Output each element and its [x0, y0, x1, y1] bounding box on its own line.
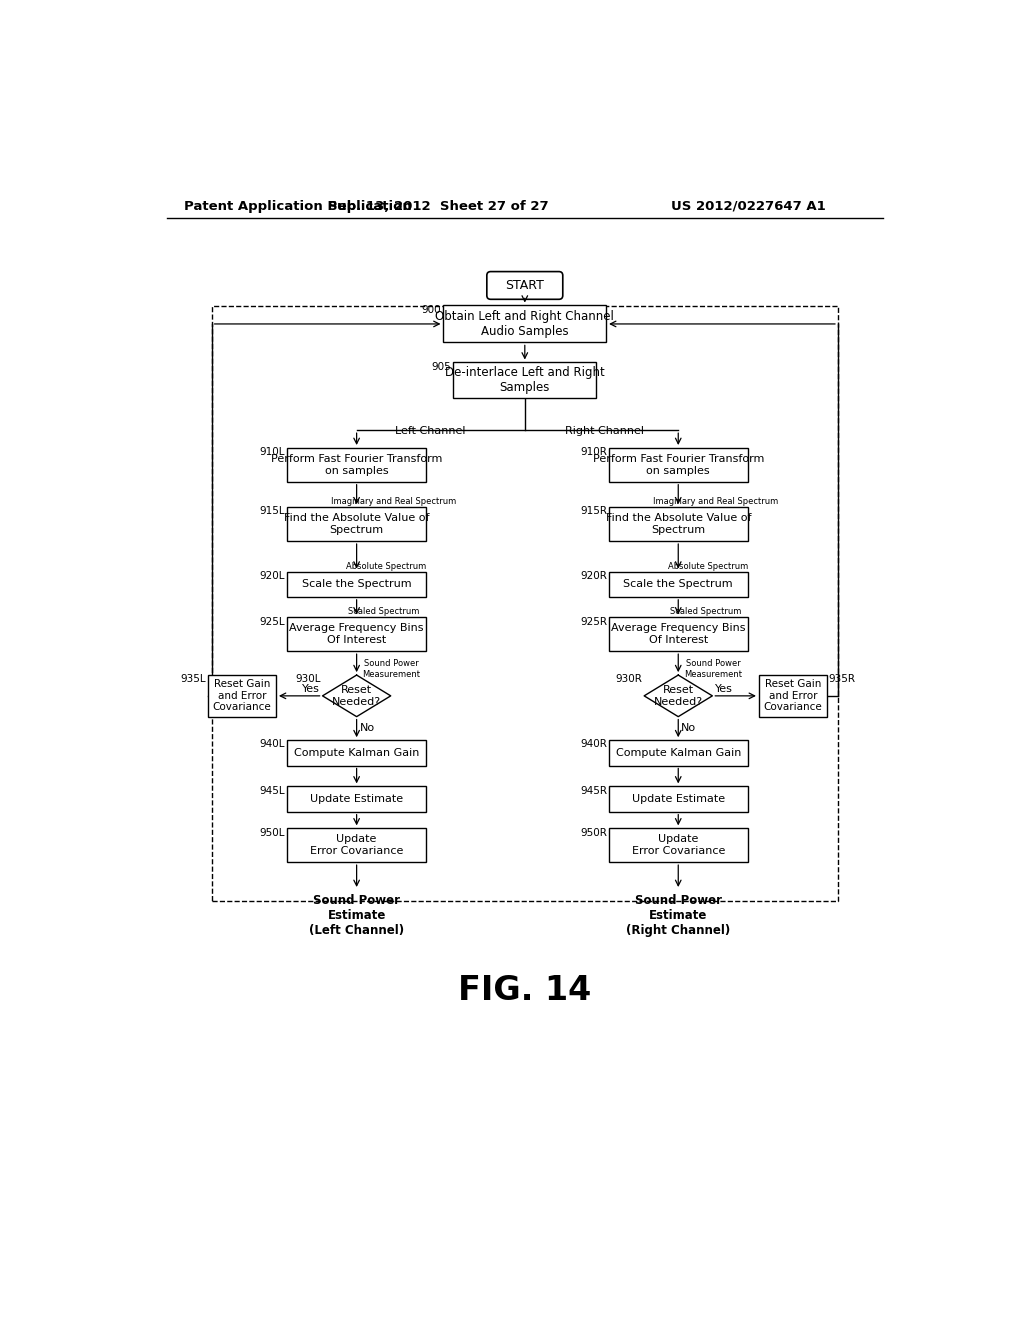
- Text: Scale the Spectrum: Scale the Spectrum: [624, 579, 733, 589]
- Text: 940L: 940L: [260, 739, 286, 750]
- Text: Reset Gain
and Error
Covariance: Reset Gain and Error Covariance: [213, 680, 271, 713]
- Text: Imaginary and Real Spectrum: Imaginary and Real Spectrum: [331, 498, 457, 507]
- Text: Perform Fast Fourier Transform
on samples: Perform Fast Fourier Transform on sample…: [593, 454, 764, 475]
- FancyBboxPatch shape: [453, 363, 597, 397]
- Text: Average Frequency Bins
Of Interest: Average Frequency Bins Of Interest: [290, 623, 424, 645]
- Polygon shape: [323, 675, 391, 717]
- Text: Compute Kalman Gain: Compute Kalman Gain: [615, 748, 741, 758]
- Text: Perform Fast Fourier Transform
on samples: Perform Fast Fourier Transform on sample…: [271, 454, 442, 475]
- Text: Sound Power
Measurement: Sound Power Measurement: [684, 659, 742, 678]
- Text: Absolute Spectrum: Absolute Spectrum: [346, 561, 426, 570]
- Text: 915L: 915L: [260, 507, 286, 516]
- Text: Yes: Yes: [302, 684, 321, 693]
- Text: 915R: 915R: [580, 507, 607, 516]
- FancyBboxPatch shape: [608, 507, 748, 541]
- Text: 910R: 910R: [580, 447, 607, 457]
- FancyBboxPatch shape: [287, 572, 426, 597]
- Text: 945R: 945R: [580, 785, 607, 796]
- Text: De-interlace Left and Right
Samples: De-interlace Left and Right Samples: [444, 366, 605, 395]
- FancyBboxPatch shape: [287, 507, 426, 541]
- Text: Sound Power
Measurement: Sound Power Measurement: [362, 659, 421, 678]
- Text: FIG. 14: FIG. 14: [458, 974, 592, 1006]
- FancyBboxPatch shape: [287, 618, 426, 651]
- Text: No: No: [359, 723, 375, 733]
- Text: Sep. 13, 2012  Sheet 27 of 27: Sep. 13, 2012 Sheet 27 of 27: [328, 199, 548, 213]
- Text: Update
Error Covariance: Update Error Covariance: [632, 834, 725, 857]
- FancyBboxPatch shape: [287, 787, 426, 812]
- Text: Scaled Spectrum: Scaled Spectrum: [670, 607, 741, 616]
- Text: Compute Kalman Gain: Compute Kalman Gain: [294, 748, 419, 758]
- FancyBboxPatch shape: [287, 829, 426, 862]
- Text: 920R: 920R: [580, 570, 607, 581]
- FancyBboxPatch shape: [208, 675, 276, 717]
- Text: Obtain Left and Right Channel
Audio Samples: Obtain Left and Right Channel Audio Samp…: [435, 310, 614, 338]
- Text: 935L: 935L: [180, 675, 206, 684]
- Text: Update
Error Covariance: Update Error Covariance: [310, 834, 403, 857]
- FancyBboxPatch shape: [287, 741, 426, 766]
- Text: Imaginary and Real Spectrum: Imaginary and Real Spectrum: [653, 498, 778, 507]
- Text: 935R: 935R: [828, 675, 856, 684]
- FancyBboxPatch shape: [608, 447, 748, 482]
- Text: 900: 900: [422, 305, 441, 314]
- FancyBboxPatch shape: [608, 572, 748, 597]
- Text: Find the Absolute Value of
Spectrum: Find the Absolute Value of Spectrum: [605, 513, 751, 535]
- Text: No: No: [681, 723, 696, 733]
- FancyBboxPatch shape: [608, 829, 748, 862]
- Text: 905: 905: [431, 362, 451, 372]
- FancyBboxPatch shape: [486, 272, 563, 300]
- Text: 950R: 950R: [580, 828, 607, 837]
- Text: Absolute Spectrum: Absolute Spectrum: [668, 561, 748, 570]
- Text: Right Channel: Right Channel: [565, 425, 644, 436]
- FancyBboxPatch shape: [759, 675, 827, 717]
- Text: Scale the Spectrum: Scale the Spectrum: [302, 579, 412, 589]
- Text: Patent Application Publication: Patent Application Publication: [183, 199, 412, 213]
- Text: 925L: 925L: [260, 616, 286, 627]
- Text: Update Estimate: Update Estimate: [310, 795, 403, 804]
- Text: US 2012/0227647 A1: US 2012/0227647 A1: [671, 199, 825, 213]
- Text: 920L: 920L: [260, 570, 286, 581]
- FancyBboxPatch shape: [287, 447, 426, 482]
- Text: Average Frequency Bins
Of Interest: Average Frequency Bins Of Interest: [611, 623, 745, 645]
- Text: 945L: 945L: [260, 785, 286, 796]
- Text: Find the Absolute Value of
Spectrum: Find the Absolute Value of Spectrum: [284, 513, 429, 535]
- FancyBboxPatch shape: [608, 787, 748, 812]
- Text: Sound Power
Estimate
(Right Channel): Sound Power Estimate (Right Channel): [626, 894, 730, 937]
- Polygon shape: [644, 675, 713, 717]
- Text: 950L: 950L: [260, 828, 286, 837]
- Text: Yes: Yes: [715, 684, 732, 693]
- Text: Left Channel: Left Channel: [395, 425, 466, 436]
- Text: Update Estimate: Update Estimate: [632, 795, 725, 804]
- Text: 910L: 910L: [260, 447, 286, 457]
- Text: 925R: 925R: [580, 616, 607, 627]
- Text: Reset
Needed?: Reset Needed?: [653, 685, 702, 706]
- Text: Sound Power
Estimate
(Left Channel): Sound Power Estimate (Left Channel): [309, 894, 404, 937]
- Text: 930R: 930R: [615, 675, 643, 684]
- Text: 930L: 930L: [296, 675, 321, 684]
- Text: Reset Gain
and Error
Covariance: Reset Gain and Error Covariance: [764, 680, 822, 713]
- FancyBboxPatch shape: [443, 305, 606, 342]
- FancyBboxPatch shape: [608, 618, 748, 651]
- Text: Scaled Spectrum: Scaled Spectrum: [348, 607, 420, 616]
- FancyBboxPatch shape: [608, 741, 748, 766]
- Text: 940R: 940R: [580, 739, 607, 750]
- Text: Reset
Needed?: Reset Needed?: [332, 685, 381, 706]
- Text: START: START: [506, 279, 544, 292]
